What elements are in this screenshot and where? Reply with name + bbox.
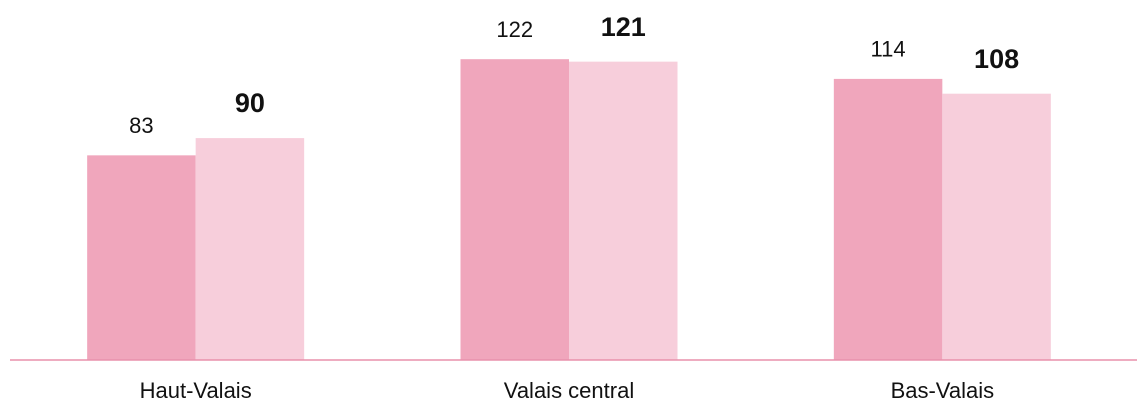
data-label: 90 — [235, 88, 265, 118]
x-tick-label: Valais central — [504, 378, 634, 403]
bar — [460, 59, 569, 361]
bar — [195, 138, 305, 360]
data-label: 83 — [129, 113, 153, 138]
bar — [833, 78, 943, 360]
data-label: 114 — [871, 37, 906, 62]
x-tick-label: Haut-Valais — [140, 378, 252, 403]
bar — [569, 61, 678, 361]
bar — [942, 93, 1051, 360]
x-tick-label: Bas-Valais — [891, 378, 995, 403]
data-label: 121 — [601, 12, 646, 42]
bar — [87, 155, 196, 360]
data-label: 108 — [974, 44, 1019, 74]
data-label: 122 — [496, 17, 533, 42]
